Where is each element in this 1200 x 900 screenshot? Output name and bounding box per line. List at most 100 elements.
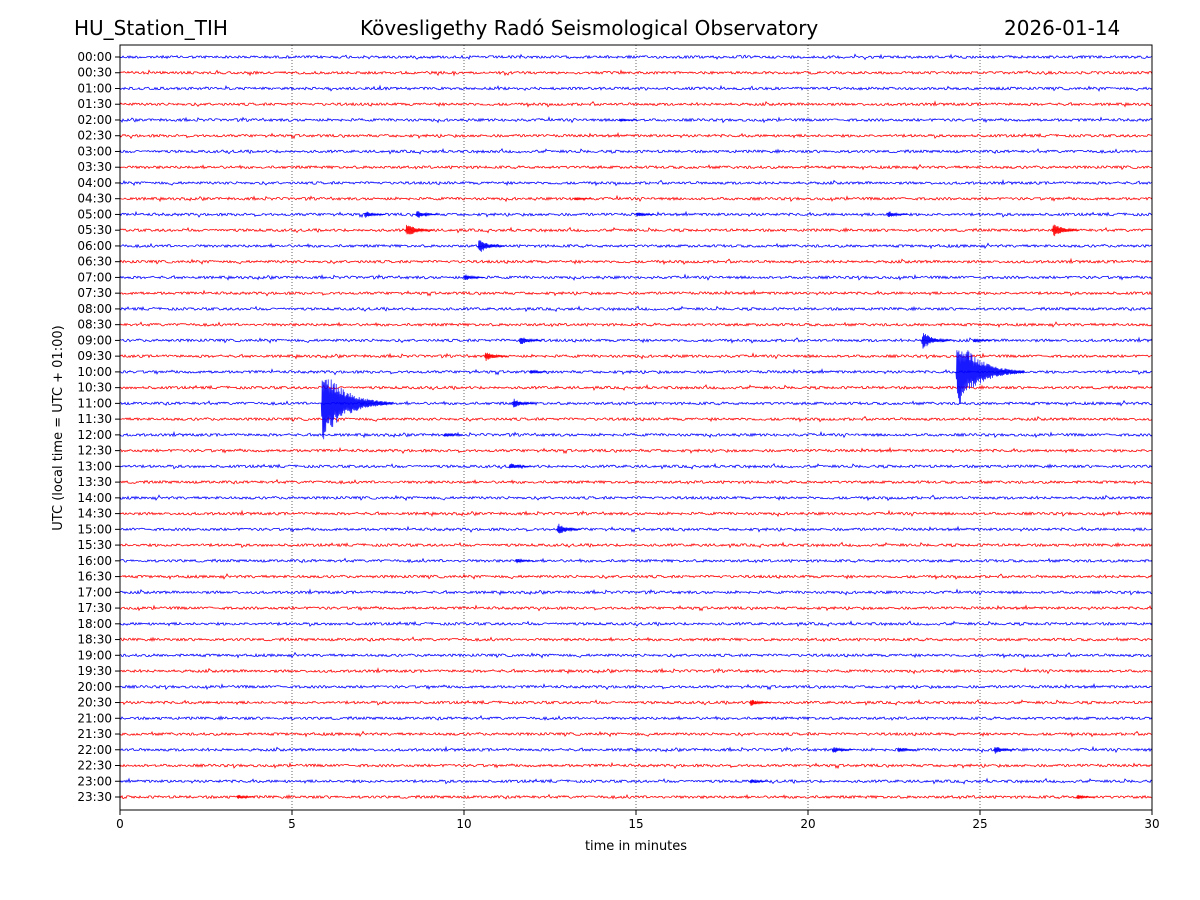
y-tick-label: 04:30	[77, 192, 112, 206]
trace-row-2130	[119, 730, 1153, 738]
chart-date: 2026-01-14	[1004, 16, 1121, 40]
trace-row-1500	[119, 525, 1153, 533]
y-tick-label: 01:30	[77, 97, 112, 111]
trace-row-0630	[119, 257, 1153, 266]
seismic-event	[993, 747, 1016, 754]
trace-row-1130	[119, 415, 1153, 423]
trace-row-1400	[119, 494, 1153, 502]
trace-row-0800	[119, 305, 1153, 313]
seismic-event	[955, 350, 1025, 404]
y-tick-label: 17:00	[77, 585, 112, 599]
y-tick-label: 01:00	[77, 81, 112, 95]
trace-row-0530	[119, 226, 1153, 234]
trace-row-2100	[119, 714, 1153, 721]
y-tick-label: 15:30	[77, 538, 112, 552]
seismic-event	[415, 211, 438, 218]
y-tick-label: 11:30	[77, 412, 112, 426]
y-tick-label: 16:00	[77, 554, 112, 568]
y-tick-label: 20:30	[77, 696, 112, 710]
trace-row-1630	[119, 573, 1153, 580]
y-tick-label: 11:00	[77, 396, 112, 410]
trace-row-2030	[119, 698, 1153, 706]
y-tick-label: 07:00	[77, 270, 112, 284]
trace-row-0230	[119, 132, 1153, 140]
seismic-event	[484, 352, 508, 362]
trace-row-1030	[119, 384, 1153, 391]
trace-row-2300	[119, 777, 1153, 785]
trace-row-0000	[119, 53, 1153, 61]
y-tick-label: 14:30	[77, 507, 112, 521]
y-axis-label: UTC (local time = UTC + 01:00)	[51, 325, 66, 530]
trace-row-1430	[119, 509, 1153, 518]
seismic-event	[1051, 224, 1080, 237]
trace-row-1700	[119, 588, 1153, 596]
y-tick-label: 07:30	[77, 286, 112, 300]
seismic-event	[463, 274, 485, 280]
y-tick-label: 06:30	[77, 255, 112, 269]
trace-row-1900	[119, 651, 1153, 659]
y-tick-label: 10:30	[77, 381, 112, 395]
y-tick-label: 03:30	[77, 160, 112, 174]
y-tick-label: 10:00	[77, 365, 112, 379]
y-tick-label: 20:00	[77, 680, 112, 694]
seismic-event	[556, 523, 582, 534]
seismic-event	[749, 699, 771, 706]
y-tick-label: 03:00	[77, 144, 112, 158]
y-tick-label: 08:30	[77, 318, 112, 332]
trace-row-0200	[119, 116, 1153, 124]
plot-frame	[119, 44, 1153, 811]
y-tick-label: 23:30	[77, 790, 112, 804]
trace-row-1200	[119, 430, 1153, 439]
seismic-event	[618, 118, 636, 123]
trace-row-0330	[119, 163, 1153, 171]
y-tick-label: 02:00	[77, 113, 112, 127]
seismic-event	[320, 379, 393, 440]
y-tick-label: 16:30	[77, 570, 112, 584]
trace-row-1730	[119, 604, 1153, 612]
y-tick-label: 23:00	[77, 774, 112, 788]
seismic-event	[443, 432, 463, 437]
trace-row-0300	[119, 147, 1153, 155]
seismic-event	[886, 211, 908, 218]
x-tick-label: 0	[116, 817, 124, 831]
y-tick-label: 13:00	[77, 459, 112, 473]
y-tick-label: 02:30	[77, 129, 112, 143]
y-tick-label: 08:00	[77, 302, 112, 316]
y-tick-label: 12:00	[77, 428, 112, 442]
trace-row-2200	[119, 745, 1153, 754]
chart-title: Kövesligethy Radó Seismological Observat…	[360, 16, 819, 40]
x-tick-label: 5	[288, 817, 296, 831]
trace-row-0700	[119, 273, 1153, 281]
x-tick-label: 10	[456, 817, 471, 831]
y-tick-label: 12:30	[77, 444, 112, 458]
seismic-event	[1076, 794, 1095, 800]
seismic-event	[573, 196, 592, 201]
trace-row-0500	[119, 210, 1153, 218]
y-tick-label: 15:00	[77, 522, 112, 536]
seismic-event	[363, 211, 385, 218]
trace-row-0130	[119, 100, 1153, 108]
seismic-event	[508, 463, 530, 469]
seismic-event	[831, 746, 853, 753]
trace-row-0430	[119, 194, 1153, 203]
trace-row-1800	[119, 620, 1153, 628]
trace-row-0830	[119, 321, 1153, 329]
y-tick-label: 09:00	[77, 333, 112, 347]
y-tick-label: 18:30	[77, 633, 112, 647]
trace-row-0730	[119, 289, 1153, 297]
seismic-event	[405, 224, 433, 235]
trace-row-1100	[119, 399, 1153, 407]
seismic-event	[477, 240, 506, 252]
y-tick-label: 13:30	[77, 475, 112, 489]
y-tick-label: 05:00	[77, 207, 112, 221]
y-tick-label: 18:00	[77, 617, 112, 631]
x-tick-label: 30	[1144, 817, 1159, 831]
x-axis-label: time in minutes	[585, 839, 687, 854]
x-tick-label: 20	[800, 817, 815, 831]
y-tick-label: 22:00	[77, 743, 112, 757]
trace-row-2330	[119, 793, 1153, 800]
y-tick-label: 17:30	[77, 601, 112, 615]
trace-row-0930	[119, 352, 1153, 360]
y-tick-label: 06:00	[77, 239, 112, 253]
